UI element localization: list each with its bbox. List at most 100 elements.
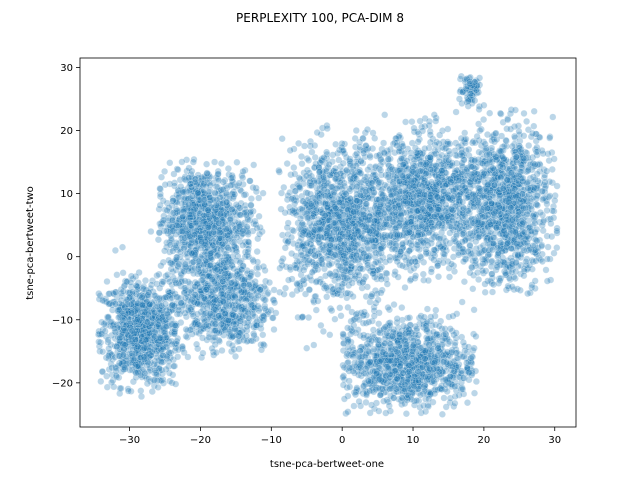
data-point xyxy=(152,371,160,379)
data-point xyxy=(384,201,392,209)
data-point xyxy=(288,233,296,241)
data-point xyxy=(226,216,234,224)
data-point xyxy=(297,251,305,259)
data-point xyxy=(160,216,168,224)
data-point xyxy=(140,344,148,352)
data-point xyxy=(191,178,199,186)
data-point xyxy=(239,241,247,249)
data-point xyxy=(276,264,284,272)
data-point xyxy=(201,295,209,303)
data-point xyxy=(115,359,123,367)
data-point xyxy=(127,272,135,280)
data-point xyxy=(433,193,441,201)
data-point xyxy=(281,244,289,252)
data-point xyxy=(374,296,382,304)
data-point xyxy=(199,334,207,342)
data-point xyxy=(441,250,449,258)
data-point xyxy=(95,342,103,350)
data-point xyxy=(324,224,332,232)
data-point xyxy=(408,258,416,266)
data-point xyxy=(169,247,177,255)
data-point xyxy=(217,159,225,167)
data-point xyxy=(132,290,140,298)
data-point xyxy=(298,160,306,168)
data-point xyxy=(247,201,255,209)
data-point xyxy=(205,230,213,238)
data-point xyxy=(362,200,370,208)
data-point xyxy=(364,126,372,134)
data-point xyxy=(280,290,288,298)
data-point xyxy=(185,210,193,218)
data-point xyxy=(175,260,183,268)
data-point xyxy=(304,189,312,197)
data-point xyxy=(141,277,149,285)
data-point xyxy=(140,355,148,363)
data-point xyxy=(368,179,376,187)
data-point xyxy=(97,339,105,347)
data-point xyxy=(286,146,294,154)
data-point xyxy=(204,206,212,214)
data-point xyxy=(222,225,230,233)
data-point xyxy=(217,246,225,254)
data-point xyxy=(431,246,439,254)
data-point xyxy=(426,154,434,162)
data-point xyxy=(202,321,210,329)
data-point xyxy=(397,154,405,162)
data-point xyxy=(168,340,176,348)
data-point xyxy=(311,153,319,161)
data-point xyxy=(163,206,171,214)
data-point xyxy=(105,365,113,373)
data-point xyxy=(113,271,121,279)
data-point xyxy=(353,182,361,190)
data-point xyxy=(211,333,219,341)
data-point xyxy=(230,265,238,273)
data-point xyxy=(224,231,232,239)
data-point xyxy=(261,305,269,313)
data-point xyxy=(427,268,435,276)
data-point xyxy=(144,291,152,299)
data-point xyxy=(346,195,354,203)
data-point xyxy=(131,336,139,344)
data-point xyxy=(99,296,107,304)
data-point xyxy=(301,245,309,253)
data-point xyxy=(244,308,252,316)
data-point xyxy=(418,221,426,229)
data-point xyxy=(330,228,338,236)
data-point xyxy=(397,248,405,256)
data-point xyxy=(426,138,434,146)
data-point xyxy=(348,168,356,176)
data-point xyxy=(226,181,234,189)
data-point xyxy=(422,160,430,168)
data-point xyxy=(376,257,384,265)
data-point xyxy=(407,218,415,226)
data-point xyxy=(283,160,291,168)
data-point xyxy=(371,171,379,179)
data-point xyxy=(105,352,113,360)
data-point xyxy=(351,230,359,238)
data-point xyxy=(357,157,365,165)
data-point xyxy=(337,312,345,320)
data-point xyxy=(374,209,382,217)
data-point xyxy=(229,311,237,319)
data-point xyxy=(250,161,258,169)
data-point xyxy=(323,124,331,132)
data-point xyxy=(103,278,111,286)
data-point xyxy=(211,189,219,197)
data-point xyxy=(420,258,428,266)
data-point xyxy=(347,161,355,169)
data-point xyxy=(232,201,240,209)
data-point xyxy=(335,286,343,294)
data-point xyxy=(168,216,176,224)
data-point xyxy=(421,145,429,153)
data-point xyxy=(134,315,142,323)
data-point xyxy=(121,341,129,349)
data-point xyxy=(193,310,201,318)
data-point xyxy=(436,234,444,242)
data-point xyxy=(157,173,165,181)
data-point xyxy=(119,351,127,359)
data-point xyxy=(397,211,405,219)
data-point xyxy=(360,176,368,184)
data-point xyxy=(365,186,373,194)
data-point xyxy=(347,268,355,276)
data-point xyxy=(317,321,325,329)
